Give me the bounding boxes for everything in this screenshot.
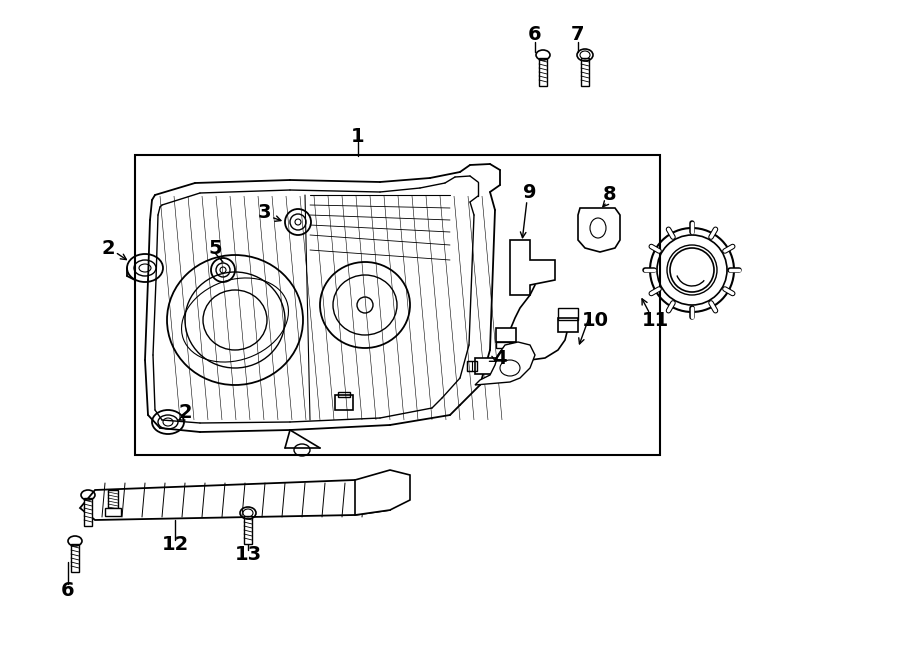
Text: 12: 12 xyxy=(161,535,189,555)
Polygon shape xyxy=(355,470,410,515)
Text: 7: 7 xyxy=(572,26,585,44)
Bar xyxy=(496,328,516,342)
Text: 6: 6 xyxy=(528,26,542,44)
Text: 13: 13 xyxy=(234,545,262,564)
Text: 6: 6 xyxy=(61,580,75,600)
Bar xyxy=(496,342,516,348)
Bar xyxy=(135,155,660,455)
Text: 5: 5 xyxy=(208,239,221,258)
Bar xyxy=(338,392,350,397)
Bar xyxy=(108,490,118,508)
Bar xyxy=(244,516,252,544)
Text: 4: 4 xyxy=(493,348,507,368)
Text: 8: 8 xyxy=(603,186,616,204)
Text: 9: 9 xyxy=(523,182,536,202)
Text: 1: 1 xyxy=(351,128,364,147)
Bar xyxy=(581,58,589,86)
Text: 3: 3 xyxy=(257,204,271,223)
Text: 10: 10 xyxy=(581,311,608,329)
Bar xyxy=(475,358,497,374)
Bar xyxy=(558,318,578,332)
Text: 2: 2 xyxy=(178,403,192,422)
Bar xyxy=(84,498,92,526)
Polygon shape xyxy=(578,208,620,252)
Text: 11: 11 xyxy=(642,311,669,329)
Bar xyxy=(467,361,477,371)
Polygon shape xyxy=(80,480,390,520)
Bar xyxy=(71,544,79,572)
Bar xyxy=(558,308,578,320)
Polygon shape xyxy=(475,342,535,385)
Bar xyxy=(335,395,353,410)
Text: 2: 2 xyxy=(101,239,115,258)
Bar xyxy=(467,361,472,371)
Bar xyxy=(105,508,121,516)
Bar xyxy=(539,58,547,86)
Polygon shape xyxy=(510,240,555,295)
